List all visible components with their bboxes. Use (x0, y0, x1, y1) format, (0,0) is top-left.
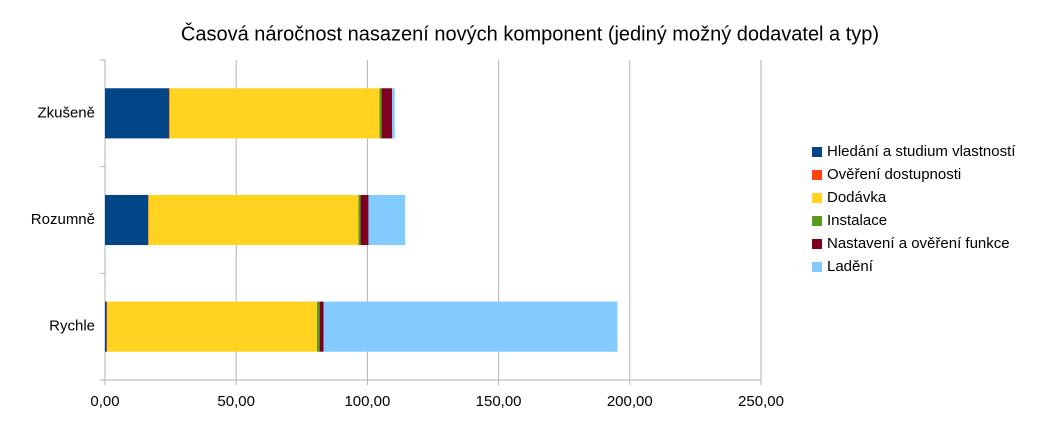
bar-segment (317, 301, 320, 352)
x-tick-label: 200,00 (607, 393, 653, 410)
legend-label: Ověření dostupnosti (827, 166, 961, 183)
bar-segment (148, 194, 149, 246)
bar-segment (323, 301, 618, 352)
x-tick-label: 0,00 (90, 393, 119, 410)
bar-segment (105, 301, 107, 352)
bar-segment (169, 88, 170, 139)
legend-swatch (812, 262, 822, 272)
legend-label: Instalace (827, 212, 887, 229)
bar-segment (169, 88, 380, 139)
chart-title: Časová náročnost nasazení nových kompone… (181, 22, 879, 45)
bar-segment (360, 194, 369, 246)
bar-segment (381, 88, 393, 139)
y-tick-label: Rychle (49, 318, 95, 335)
legend-label: Dodávka (827, 189, 887, 206)
bar-segment (148, 194, 359, 246)
legend-swatch (812, 239, 822, 249)
x-tick-label: 150,00 (476, 393, 522, 410)
x-tick-label: 250,00 (738, 393, 784, 410)
legend-swatch (812, 216, 822, 226)
legend-label: Hledání a studium vlastností (827, 143, 1016, 160)
bar-segment (106, 301, 108, 352)
bar-segment (319, 301, 324, 352)
y-tick-label: Zkušeně (37, 104, 95, 121)
x-tick-label: 100,00 (344, 393, 390, 410)
bar-segment (368, 194, 406, 246)
y-tick-label: Rozumně (31, 211, 95, 228)
bar-segment (392, 88, 395, 139)
bar-segment (358, 194, 361, 246)
x-tick-label: 50,00 (217, 393, 255, 410)
bar-segment (105, 88, 170, 139)
legend-label: Ladění (827, 258, 874, 275)
bar-segment (379, 88, 382, 139)
legend-swatch (812, 193, 822, 203)
legend-swatch (812, 147, 822, 157)
bar-segment (105, 194, 149, 246)
legend-label: Nastavení a ověření funkce (827, 235, 1010, 252)
bar-segment (107, 301, 318, 352)
legend-swatch (812, 170, 822, 180)
